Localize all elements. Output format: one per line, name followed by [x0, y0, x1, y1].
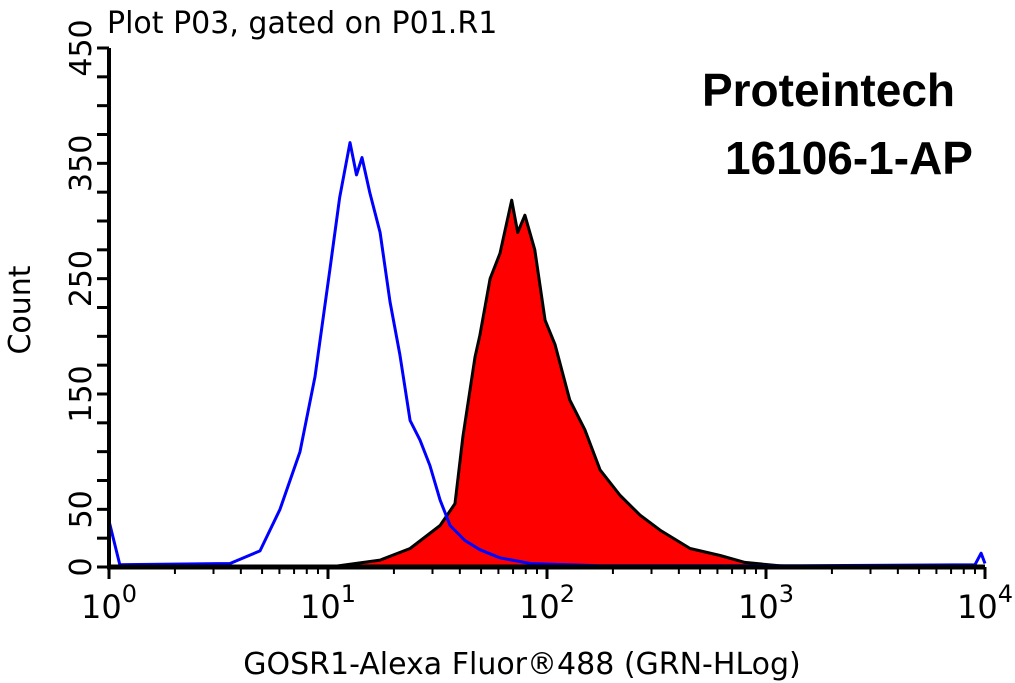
x-tick-label: 102 — [519, 580, 575, 626]
y-tick-label: 450 — [64, 19, 99, 76]
x-axis-label: GOSR1-Alexa Fluor®488 (GRN-HLog) — [243, 647, 800, 682]
y-tick-label: 0 — [64, 557, 99, 576]
x-tick-label: 100 — [81, 580, 137, 626]
y-tick-label: 250 — [64, 250, 99, 307]
chart-title: Plot P03, gated on P01.R1 — [107, 6, 497, 41]
axes: 0 50 150 250 350 450 100 101 102 103 104 — [64, 19, 1013, 626]
filled-histogram-series — [328, 198, 803, 569]
y-axis-label: Count — [3, 265, 38, 354]
plot-area — [107, 141, 987, 569]
y-tick-label: 50 — [64, 490, 99, 528]
x-tick-label: 103 — [738, 580, 794, 626]
outline-histogram-series — [107, 141, 987, 568]
x-tick-label: 104 — [957, 580, 1013, 626]
y-tick-label: 350 — [64, 135, 99, 192]
catalog-annotation: 16106-1-AP — [725, 132, 973, 184]
brand-annotation: Proteintech — [702, 64, 955, 116]
y-tick-label: 150 — [64, 365, 99, 422]
x-tick-label: 101 — [300, 580, 356, 626]
